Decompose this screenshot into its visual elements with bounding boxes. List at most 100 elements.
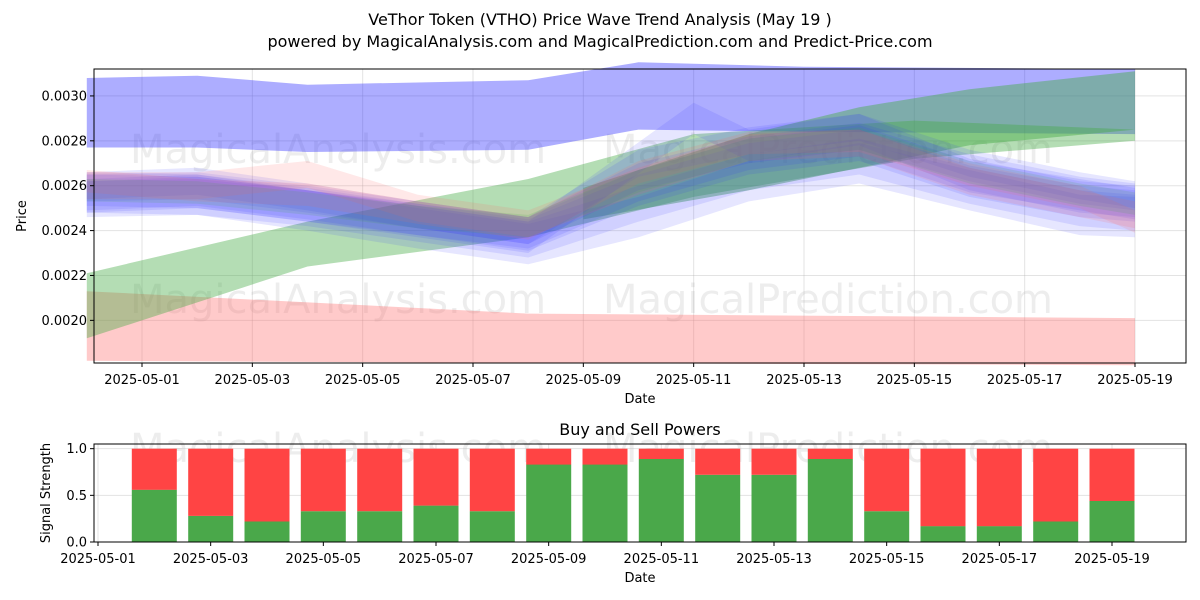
watermark-group: MagicalAnalysis.com MagicalPrediction.co…	[130, 127, 1053, 323]
trend-band	[86, 120, 1135, 339]
buy-bar	[526, 464, 572, 542]
sell-bar	[1033, 448, 1079, 522]
price-x-axis: 2025-05-01 2025-05-03 2025-05-05 2025-05-07…	[104, 363, 1173, 388]
chart-subtitle: powered by MagicalAnalysis.com and Magic…	[267, 32, 932, 51]
sell-bar	[864, 448, 910, 512]
y-tick-label: 1.0	[66, 442, 87, 457]
sell-bar	[188, 448, 234, 516]
price-plot-frame	[93, 68, 1187, 364]
buy-bar	[131, 489, 177, 542]
wave-series	[86, 113, 1135, 245]
buy-bar	[300, 511, 346, 542]
wave-series	[86, 102, 1135, 253]
buy-bar	[864, 511, 910, 542]
x-tick-label: 2025-05-19	[1097, 373, 1173, 388]
signal-panel: Buy and Sell Powers MagicalAnalysis.com …	[39, 420, 1187, 586]
buy-bar	[582, 464, 628, 542]
x-tick-label: 2025-05-09	[546, 373, 622, 388]
buy-bar	[357, 511, 403, 542]
y-tick-label: 0.0024	[42, 224, 88, 239]
buy-bar	[469, 511, 515, 542]
sell-bar	[582, 448, 628, 465]
buy-bar	[807, 458, 853, 542]
x-tick-label: 2025-05-13	[766, 373, 842, 388]
y-tick-label: 0.0026	[42, 179, 88, 194]
buy-bar	[920, 526, 966, 542]
buy-bar	[976, 526, 1022, 542]
signal-title: Buy and Sell Powers	[559, 420, 721, 439]
sell-bar	[244, 448, 290, 522]
sell-bar	[300, 448, 346, 512]
watermark-text: MagicalAnalysis.com	[130, 277, 546, 323]
chart-title: VeThor Token (VTHO) Price Wave Trend Ana…	[368, 10, 832, 29]
price-bands	[86, 62, 1135, 366]
price-panel: MagicalAnalysis.com MagicalPrediction.co…	[15, 62, 1187, 407]
wave-series	[86, 125, 1135, 249]
wave-series	[86, 129, 1135, 251]
sell-bar	[526, 448, 572, 465]
signal-bars	[131, 448, 1135, 542]
y-tick-label: 0.0020	[42, 314, 88, 329]
watermark-text: MagicalAnalysis.com	[130, 127, 546, 173]
y-tick-label: 0.5	[66, 489, 87, 504]
price-y-label: Price	[15, 200, 30, 232]
y-tick-label: 0.0022	[42, 269, 88, 284]
buy-bar	[1089, 500, 1135, 542]
x-tick-label: 2025-05-11	[656, 373, 732, 388]
price-waves	[86, 102, 1135, 265]
sell-bar	[638, 448, 684, 459]
x-tick-label: 2025-05-15	[877, 373, 953, 388]
x-tick-label: 2025-05-13	[736, 552, 812, 567]
x-tick-label: 2025-05-07	[435, 373, 511, 388]
x-tick-label: 2025-05-09	[511, 552, 587, 567]
buy-bar	[695, 474, 741, 542]
watermark-text: MagicalPrediction.com	[603, 127, 1053, 173]
wave-series	[86, 129, 1135, 238]
x-tick-label: 2025-05-15	[849, 552, 925, 567]
x-tick-label: 2025-05-11	[624, 552, 700, 567]
buy-bar	[188, 515, 234, 542]
sell-bar	[1089, 448, 1135, 501]
price-x-label: Date	[624, 392, 655, 407]
x-tick-label: 2025-05-17	[962, 552, 1038, 567]
signal-plot-frame	[93, 443, 1187, 543]
signal-y-label: Signal Strength	[39, 443, 54, 543]
wave-series	[86, 143, 1135, 265]
buy-bar	[244, 521, 290, 542]
wave-series	[86, 127, 1135, 238]
trend-band	[583, 71, 1135, 220]
watermark-text: MagicalPrediction.com	[603, 277, 1053, 323]
sell-bar	[807, 448, 853, 459]
sell-bar	[357, 448, 403, 512]
price-grid	[94, 69, 1186, 363]
y-tick-label: 0.0028	[42, 134, 88, 149]
x-tick-label: 2025-05-19	[1074, 552, 1150, 567]
buy-bar	[413, 505, 459, 542]
sell-bar	[469, 448, 515, 512]
sell-bar	[751, 448, 797, 475]
trend-band	[86, 62, 1135, 152]
signal-x-label: Date	[624, 571, 655, 586]
signal-x-axis: 2025-05-01 2025-05-03 2025-05-05 2025-05-07…	[60, 542, 1150, 567]
wave-series	[86, 129, 1135, 240]
x-tick-label: 2025-05-05	[286, 552, 362, 567]
sell-bar	[920, 448, 966, 527]
x-tick-label: 2025-05-03	[215, 373, 291, 388]
y-tick-label: 0.0	[66, 536, 87, 551]
buy-bar	[751, 474, 797, 542]
trend-band	[86, 291, 1135, 366]
x-tick-label: 2025-05-17	[987, 373, 1063, 388]
sell-bar	[976, 448, 1022, 527]
buy-bar	[638, 458, 684, 542]
buy-bar	[1033, 521, 1079, 542]
x-tick-label: 2025-05-05	[325, 373, 401, 388]
sell-bar	[413, 448, 459, 506]
sell-bar	[695, 448, 741, 475]
x-tick-label: 2025-05-03	[173, 552, 249, 567]
signal-y-axis: 0.0 0.5 1.0	[66, 442, 94, 551]
wave-series	[86, 138, 1135, 258]
wave-series	[86, 122, 1135, 245]
sell-bar	[131, 448, 177, 490]
x-tick-label: 2025-05-01	[104, 373, 180, 388]
